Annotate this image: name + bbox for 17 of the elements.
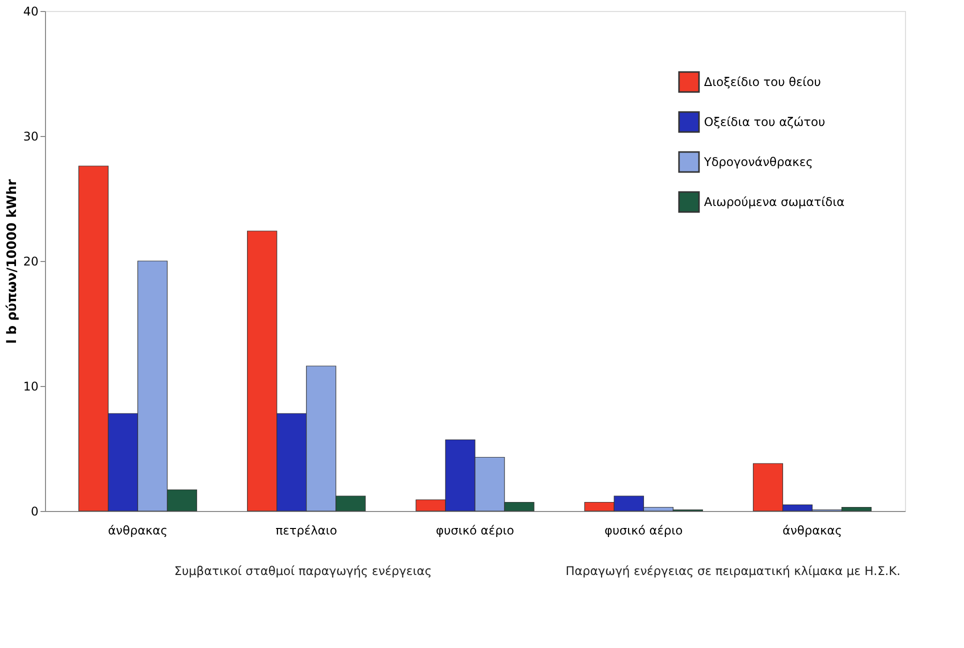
y-tick-label: 20 [23,254,38,268]
y-tick-label: 30 [23,130,38,144]
x-tick-label: άνθρακας [782,524,842,538]
y-tick-label: 40 [23,4,38,18]
legend-label: Αιωρούμενα σωματίδια [704,195,845,209]
y-tick-label: 10 [23,380,38,394]
legend-label: Υδρογονάνθρακες [703,155,813,169]
x-tick-label: πετρέλαιο [276,524,338,538]
x-tick-label: φυσικό αέριο [436,524,514,538]
legend-label: Διοξείδιο του θείου [704,75,821,89]
y-tick-label: 0 [30,504,38,518]
x-tick-label: άνθρακας [108,524,168,538]
text: Συμβατικοί σταθμοί παραγωγής ενέργειας [174,564,432,578]
text: Παραγωγή ενέργειας σε πειραματική κλίμακα με Η.Σ.Κ. [566,564,900,578]
legend-label: Οξείδια του αζώτου [704,115,826,129]
x-tick-label: φυσικό αέριο [604,524,683,538]
y-axis-title: l b ρύπων/10000 kWhr [5,178,20,344]
